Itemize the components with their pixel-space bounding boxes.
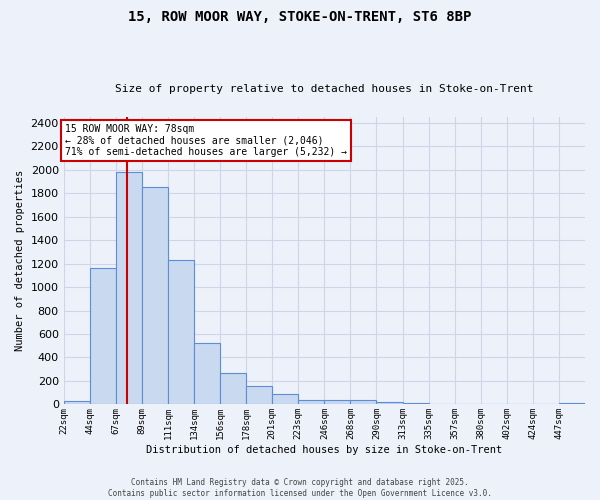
- Bar: [325, 400, 350, 404]
- Bar: [90, 268, 116, 404]
- Y-axis label: Number of detached properties: Number of detached properties: [15, 170, 25, 352]
- Bar: [272, 394, 298, 404]
- Text: 15 ROW MOOR WAY: 78sqm
← 28% of detached houses are smaller (2,046)
71% of semi-: 15 ROW MOOR WAY: 78sqm ← 28% of detached…: [65, 124, 347, 157]
- X-axis label: Distribution of detached houses by size in Stoke-on-Trent: Distribution of detached houses by size …: [146, 445, 502, 455]
- Bar: [298, 400, 325, 404]
- Bar: [64, 401, 90, 404]
- Bar: [168, 260, 194, 404]
- Bar: [559, 402, 585, 404]
- Bar: [116, 172, 142, 404]
- Bar: [350, 400, 376, 404]
- Text: Contains HM Land Registry data © Crown copyright and database right 2025.
Contai: Contains HM Land Registry data © Crown c…: [108, 478, 492, 498]
- Text: 15, ROW MOOR WAY, STOKE-ON-TRENT, ST6 8BP: 15, ROW MOOR WAY, STOKE-ON-TRENT, ST6 8B…: [128, 10, 472, 24]
- Title: Size of property relative to detached houses in Stoke-on-Trent: Size of property relative to detached ho…: [115, 84, 533, 94]
- Bar: [142, 188, 168, 404]
- Bar: [376, 402, 403, 404]
- Bar: [220, 372, 246, 404]
- Bar: [194, 344, 220, 404]
- Bar: [246, 386, 272, 404]
